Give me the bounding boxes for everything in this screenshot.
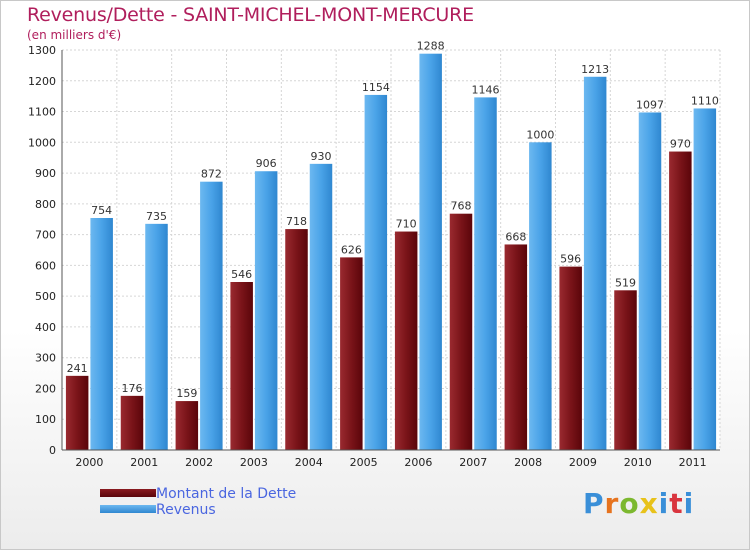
data-label-revenus: 1000 — [526, 128, 554, 141]
data-label-revenus: 1154 — [362, 81, 390, 94]
bar-revenus — [90, 218, 113, 450]
x-tick-label: 2002 — [185, 456, 213, 469]
data-label-dette: 668 — [505, 230, 526, 243]
data-label-dette: 718 — [286, 215, 307, 228]
y-tick-label: 500 — [35, 290, 56, 303]
bar-dette — [340, 257, 363, 450]
data-label-dette: 710 — [396, 218, 417, 231]
legend-swatch-revenus — [100, 505, 156, 513]
bar-dette — [230, 282, 253, 450]
logo-letter: x — [639, 487, 659, 520]
bar-revenus — [419, 53, 442, 450]
y-tick-label: 600 — [35, 259, 56, 272]
data-label-dette: 519 — [615, 276, 636, 289]
bar-dette — [614, 290, 637, 450]
bar-revenus — [309, 163, 333, 450]
data-label-dette: 626 — [341, 243, 362, 256]
logo-letter: r — [604, 487, 620, 520]
data-label-dette: 176 — [122, 382, 143, 395]
legend-label-debt: Montant de la Dette — [156, 486, 297, 502]
bar-revenus — [474, 97, 497, 450]
legend-label-revenus: Revenus — [156, 502, 216, 518]
x-tick-label: 2005 — [350, 456, 378, 469]
bar-revenus — [145, 223, 168, 450]
bar-dette — [559, 266, 582, 450]
y-tick-label: 800 — [35, 198, 56, 211]
chart-title: Revenus/Dette - SAINT-MICHEL-MONT-MERCUR… — [27, 4, 474, 26]
x-tick-label: 2009 — [569, 456, 597, 469]
y-tick-label: 1300 — [28, 44, 56, 57]
y-tick-label: 0 — [49, 444, 56, 457]
y-tick-label: 400 — [35, 321, 56, 334]
bar-revenus — [693, 108, 717, 450]
data-label-revenus: 1213 — [581, 63, 609, 76]
y-tick-label: 1000 — [28, 136, 56, 149]
chart-subtitle: (en milliers d'€) — [27, 28, 122, 42]
data-label-dette: 241 — [67, 362, 88, 375]
x-tick-label: 2007 — [459, 456, 487, 469]
x-tick-label: 2006 — [404, 456, 432, 469]
x-tick-label: 2000 — [75, 456, 103, 469]
data-label-revenus: 872 — [201, 168, 222, 181]
data-label-dette: 546 — [231, 268, 252, 281]
data-label-dette: 159 — [176, 387, 197, 400]
bar-revenus — [254, 171, 278, 450]
x-tick-label: 2001 — [130, 456, 158, 469]
bar-dette — [120, 395, 144, 450]
y-tick-label: 200 — [35, 382, 56, 395]
bar-dette — [285, 229, 308, 450]
proxiti-logo: Proxiti — [583, 487, 694, 520]
x-tick-label: 2008 — [514, 456, 542, 469]
bar-revenus — [638, 112, 662, 450]
x-tick-label: 2004 — [295, 456, 323, 469]
x-tick-label: 2003 — [240, 456, 268, 469]
logo-letter: i — [683, 487, 695, 520]
bar-dette — [449, 213, 473, 450]
data-label-revenus: 735 — [146, 210, 167, 223]
legend-swatch-debt — [100, 489, 156, 497]
bar-dette — [175, 401, 199, 450]
data-label-dette: 596 — [560, 253, 581, 266]
y-tick-label: 100 — [35, 413, 56, 426]
bar-revenus — [583, 76, 607, 451]
bar-dette — [394, 231, 418, 450]
data-label-revenus: 906 — [256, 157, 277, 170]
bar-dette — [65, 375, 89, 450]
bar-revenus — [529, 142, 552, 451]
data-label-revenus: 1288 — [417, 40, 445, 53]
data-label-revenus: 1110 — [691, 94, 719, 107]
x-tick-label: 2011 — [679, 456, 707, 469]
bar-revenus — [364, 94, 388, 450]
logo-letter: i — [658, 487, 670, 520]
logo-letter: o — [619, 487, 640, 520]
y-tick-label: 300 — [35, 352, 56, 365]
y-tick-label: 1200 — [28, 75, 56, 88]
y-tick-label: 900 — [35, 167, 56, 180]
data-label-revenus: 930 — [311, 150, 332, 163]
data-label-revenus: 754 — [91, 204, 112, 217]
y-tick-label: 1100 — [28, 106, 56, 119]
data-label-dette: 970 — [670, 138, 691, 151]
data-label-revenus: 1097 — [636, 98, 664, 111]
bar-revenus — [200, 181, 223, 450]
x-tick-label: 2010 — [624, 456, 652, 469]
data-label-revenus: 1146 — [472, 83, 500, 96]
logo-letter: P — [583, 487, 605, 520]
logo-letter: t — [669, 487, 684, 520]
bar-dette — [504, 244, 528, 450]
data-label-dette: 768 — [451, 200, 472, 213]
bar-dette — [669, 151, 692, 451]
y-tick-label: 700 — [35, 229, 56, 242]
